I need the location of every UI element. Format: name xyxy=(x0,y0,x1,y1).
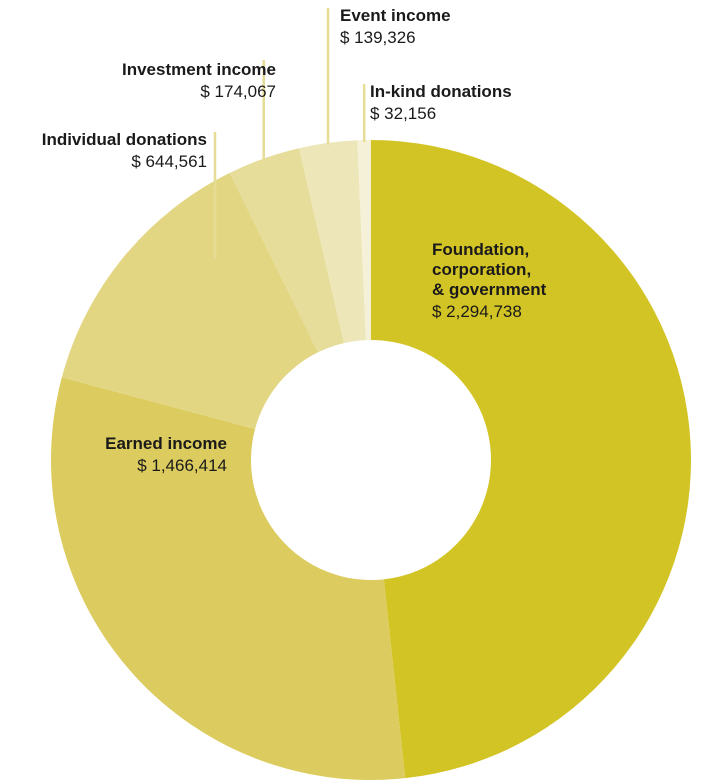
label-foundation: Foundation, corporation, & government $ … xyxy=(432,240,546,322)
label-investment-name: Investment income xyxy=(122,60,276,79)
label-foundation-value: $ 2,294,738 xyxy=(432,302,522,321)
label-individual: Individual donations $ 644,561 xyxy=(42,130,207,172)
label-event-name: Event income xyxy=(340,6,451,25)
slice-investment xyxy=(229,148,345,353)
label-inkind-name: In-kind donations xyxy=(370,82,512,101)
slice-earned xyxy=(51,377,406,781)
slice-inkind xyxy=(357,140,371,341)
label-event-value: $ 139,326 xyxy=(340,28,416,47)
label-individual-value: $ 644,561 xyxy=(131,152,207,171)
label-earned-value: $ 1,466,414 xyxy=(137,456,227,475)
donut-slices xyxy=(51,140,691,781)
label-event: Event income $ 139,326 xyxy=(340,6,451,48)
label-individual-name: Individual donations xyxy=(41,130,207,149)
label-inkind-value: $ 32,156 xyxy=(370,104,437,123)
label-earned: Earned income $ 1,466,414 xyxy=(105,434,227,476)
label-earned-name: Earned income xyxy=(105,434,227,453)
label-foundation-name-2: corporation, xyxy=(432,260,532,279)
label-foundation-name-3: & government xyxy=(432,280,547,299)
label-investment: Investment income $ 174,067 xyxy=(122,60,276,102)
label-investment-value: $ 174,067 xyxy=(200,82,276,101)
leader-lines xyxy=(213,8,366,259)
slice-foundation xyxy=(371,140,691,779)
slice-event xyxy=(299,140,366,344)
label-inkind: In-kind donations $ 32,156 xyxy=(370,82,512,124)
slice-individual xyxy=(61,172,319,429)
label-foundation-name-1: Foundation, xyxy=(432,240,530,259)
